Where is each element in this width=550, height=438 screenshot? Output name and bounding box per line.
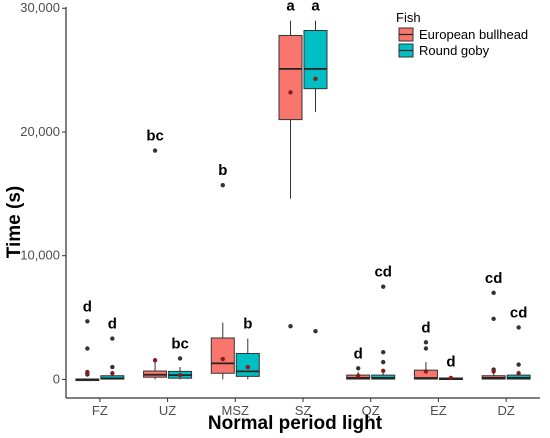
x-tick-label: FZ [92,403,108,418]
box-group: bc [168,335,193,380]
y-axis-title: Time (s) [4,186,25,259]
box [303,30,328,90]
outlier-point [381,284,386,289]
x-axis: FZ UZ MSZ SZ QZ EZ DZ [66,397,540,418]
box-group: a [303,0,328,334]
y-axis: 0 10,000 20,000 30,000 [20,0,67,398]
x-axis-title: Normal period light [208,413,383,434]
outlier-point [423,340,429,345]
x-tick-label: UZ [159,403,176,418]
box-group: a [278,0,303,329]
outlier-point [423,346,429,351]
box-group: d [100,316,125,380]
legend-label: European bullhead [419,27,528,42]
outlier-point [381,359,386,365]
mean-point [245,364,250,370]
y-tick-label: 30,000 [20,0,60,15]
mean-point [313,76,318,81]
significance-label: b [218,162,227,179]
significance-label: d [421,319,430,336]
y-tick-label: 10,000 [20,248,60,263]
x-tick-label: MSZ [222,403,250,418]
outlier-point [381,350,386,355]
significance-label: d [354,345,363,362]
outlier-point [85,346,90,351]
box-group: cd [506,304,531,380]
outlier-point [516,325,521,330]
mean-point [491,369,496,374]
x-tick-label: SZ [295,403,312,418]
significance-label: d [108,316,117,333]
significance-label: cd [485,270,503,287]
mean-point [288,90,293,95]
x-tick-label: EZ [430,403,447,418]
significance-label: a [311,0,320,15]
mean-point [356,373,361,378]
box-group: cd [371,264,396,380]
significance-label: bc [171,335,189,352]
mean-point [448,375,454,381]
outlier-point [152,148,158,153]
x-tick-label: DZ [497,403,514,418]
box-group: d [75,298,100,382]
mean-point [381,368,386,373]
significance-label: d [83,298,92,315]
outlier-point [288,324,293,329]
outlier-point [110,364,115,370]
outlier-point [177,356,183,361]
box [210,337,235,374]
box-group: bc [143,128,168,380]
outlier-point [356,366,361,371]
y-tick-label: 0 [53,371,60,386]
mean-point [220,356,225,362]
outlier-point [491,316,496,322]
mean-point [516,371,521,376]
mean-point [85,370,90,376]
box [278,34,303,121]
significance-label: bc [146,128,164,145]
significance-label: a [286,0,295,15]
mean-point [152,358,158,363]
legend-title: Fish [396,10,421,25]
box-group: cd [481,270,506,380]
x-tick-label: QZ [362,403,380,418]
significance-label: d [446,353,455,370]
outlier-point [516,362,521,367]
significance-label: cd [510,304,528,321]
significance-label: cd [374,264,392,281]
mean-point [177,372,183,378]
outlier-point [313,328,318,334]
box-group: b [210,162,235,380]
legend-label: Round goby [419,43,490,58]
y-tick-label: 20,000 [20,124,60,139]
box-group: d [413,319,438,380]
box-group: b [235,316,260,380]
mean-point [423,369,429,374]
outlier-point [85,319,90,324]
significance-label: b [243,316,252,333]
box-group: d [346,345,371,380]
outlier-point [491,290,496,296]
box-group: d [438,353,463,381]
mean-point [110,371,115,376]
outlier-point [220,182,225,188]
outlier-point [110,336,115,341]
